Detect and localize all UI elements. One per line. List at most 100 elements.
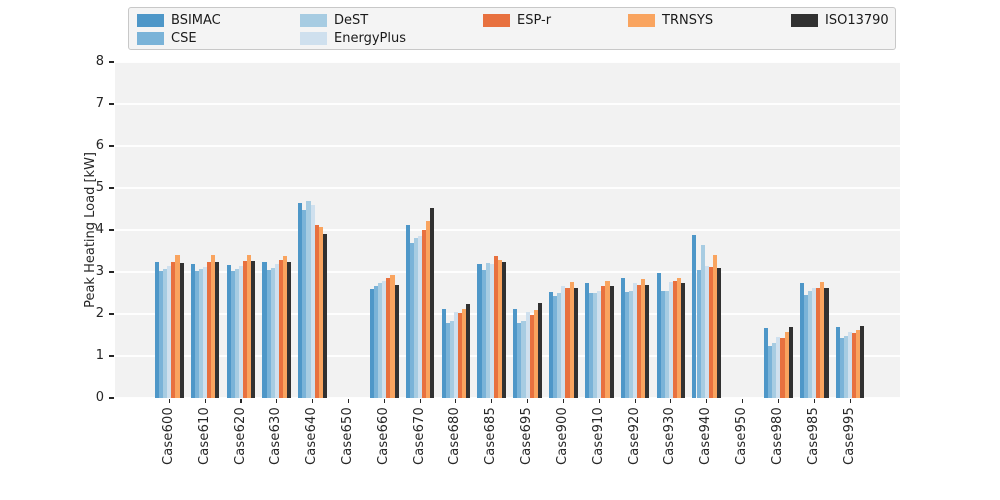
bar-BSIMAC-Case680 <box>441 309 446 398</box>
bar-BSIMAC-Case600 <box>154 261 160 398</box>
y-tick-label: 8 <box>95 54 104 69</box>
bar-ESP-r-Case940 <box>708 266 713 398</box>
x-tick-label: Case610 <box>196 407 212 466</box>
bar-EnergyPlus-Case620 <box>238 266 243 398</box>
legend-label: BSIMAC <box>171 12 221 28</box>
y-tick-label: 4 <box>95 222 104 237</box>
legend-label: ISO13790 <box>825 12 889 28</box>
x-tick-label: Case685 <box>483 407 499 466</box>
bar-EnergyPlus-Case930 <box>668 281 673 398</box>
bar-DeST-Case985 <box>808 290 813 398</box>
x-tick-label: Case900 <box>554 407 570 466</box>
bar-ESP-r-Case910 <box>601 285 606 398</box>
legend-item-DeST: DeST <box>300 12 368 28</box>
bar-EnergyPlus-Case630 <box>274 264 279 398</box>
bar-DeST-Case600 <box>163 269 168 398</box>
bar-EnergyPlus-Case980 <box>776 336 781 398</box>
bar-ESP-r-Case920 <box>637 284 642 398</box>
legend-item-CSE: CSE <box>137 30 197 46</box>
x-tick-label: Case950 <box>734 407 750 466</box>
x-tick <box>742 399 744 403</box>
x-tick-label: Case695 <box>519 407 535 466</box>
x-tick <box>383 399 385 403</box>
bar-DeST-Case995 <box>843 335 848 398</box>
bar-ISO13790-Case910 <box>609 285 614 398</box>
bar-TRNSYS-Case980 <box>784 331 789 398</box>
bar-DeST-Case910 <box>593 293 598 398</box>
bar-DeST-Case980 <box>772 342 777 398</box>
gridline <box>115 271 900 273</box>
bar-DeST-Case680 <box>449 321 454 398</box>
legend-item-ESP-r: ESP-r <box>483 12 551 28</box>
bar-BSIMAC-Case660 <box>369 288 375 398</box>
bar-TRNSYS-Case600 <box>175 255 180 398</box>
x-tick-label: Case600 <box>160 407 176 466</box>
bar-CSE-Case600 <box>159 271 164 398</box>
x-tick <box>276 399 278 403</box>
gridline <box>115 397 900 399</box>
bar-BSIMAC-Case930 <box>656 273 661 398</box>
y-tick <box>109 187 114 189</box>
bar-TRNSYS-Case995 <box>856 330 861 398</box>
y-tick <box>109 313 114 315</box>
bar-DeST-Case685 <box>485 262 490 398</box>
bar-ISO13790-Case940 <box>717 267 722 398</box>
bar-CSE-Case940 <box>696 269 701 398</box>
legend-swatch <box>483 13 510 27</box>
bar-BSIMAC-Case910 <box>584 282 589 398</box>
gridline <box>115 103 900 105</box>
legend-swatch <box>300 13 327 27</box>
bar-ESP-r-Case660 <box>386 277 391 398</box>
bar-DeST-Case670 <box>413 238 419 398</box>
bar-TRNSYS-Case670 <box>426 221 431 398</box>
bar-TRNSYS-Case680 <box>462 308 467 398</box>
y-tick <box>109 229 114 231</box>
bar-BSIMAC-Case900 <box>549 291 554 398</box>
bar-EnergyPlus-Case600 <box>167 265 172 398</box>
x-tick <box>240 399 242 403</box>
bar-ISO13790-Case610 <box>215 261 220 398</box>
bar-CSE-Case920 <box>624 291 629 398</box>
bar-ISO13790-Case640 <box>322 234 327 398</box>
bar-BSIMAC-Case620 <box>226 265 231 398</box>
y-tick-label: 7 <box>95 96 104 111</box>
bar-ESP-r-Case680 <box>457 313 463 398</box>
bar-DeST-Case630 <box>270 267 275 398</box>
bar-ESP-r-Case985 <box>816 287 821 398</box>
bar-TRNSYS-Case985 <box>820 281 825 398</box>
legend-label: DeST <box>334 12 369 28</box>
x-tick <box>347 399 349 403</box>
bar-TRNSYS-Case660 <box>390 274 395 398</box>
bar-CSE-Case910 <box>589 293 594 398</box>
x-tick <box>849 399 851 403</box>
x-tick <box>706 399 708 403</box>
bar-ESP-r-Case620 <box>243 260 248 398</box>
bar-CSE-Case930 <box>660 290 665 398</box>
y-tick-label: 6 <box>95 138 104 153</box>
x-tick-label: Case620 <box>232 407 248 466</box>
bar-CSE-Case620 <box>230 271 235 398</box>
x-tick <box>312 399 314 403</box>
x-tick-label: Case920 <box>626 407 642 466</box>
bar-BSIMAC-Case995 <box>835 326 840 398</box>
legend-label: EnergyPlus <box>334 30 406 46</box>
bar-EnergyPlus-Case995 <box>848 331 853 398</box>
bar-TRNSYS-Case610 <box>211 255 216 398</box>
y-tick-label: 2 <box>95 306 104 321</box>
bar-BSIMAC-Case685 <box>477 264 482 398</box>
y-tick <box>109 145 114 147</box>
bar-EnergyPlus-Case640 <box>310 204 315 398</box>
bar-DeST-Case900 <box>557 293 562 398</box>
bar-TRNSYS-Case910 <box>605 280 610 398</box>
bar-ISO13790-Case630 <box>287 261 292 398</box>
gridline <box>115 187 900 189</box>
x-tick-label: Case930 <box>662 407 678 466</box>
legend-item-BSIMAC: BSIMAC <box>137 12 221 28</box>
x-tick-label: Case940 <box>698 407 714 466</box>
bar-CSE-Case995 <box>839 338 844 398</box>
bar-DeST-Case930 <box>664 290 669 398</box>
bar-ISO13790-Case695 <box>537 302 542 398</box>
x-tick-label: Case630 <box>268 407 284 466</box>
bar-EnergyPlus-Case610 <box>203 266 208 398</box>
bar-CSE-Case985 <box>803 295 809 398</box>
